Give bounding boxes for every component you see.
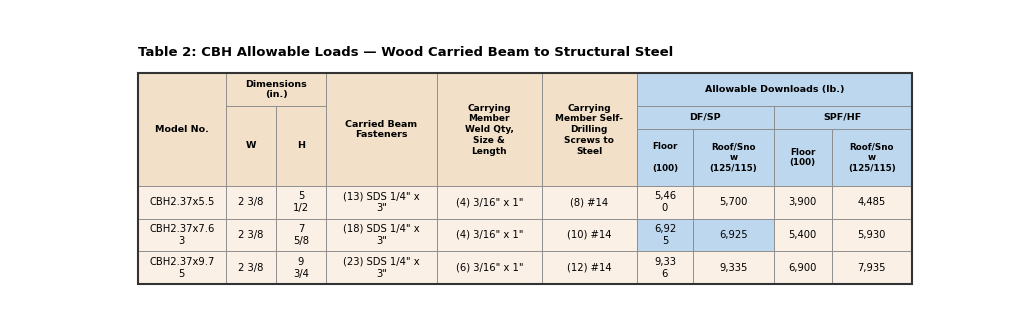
Text: 5
1/2: 5 1/2 (293, 191, 309, 213)
Text: 7,935: 7,935 (857, 263, 886, 273)
Text: CBH2.37x9.7
5: CBH2.37x9.7 5 (150, 257, 214, 279)
Text: CBH2.37x7.6
3: CBH2.37x7.6 3 (150, 224, 214, 246)
Text: SPF/HF: SPF/HF (823, 113, 862, 122)
Text: 5,400: 5,400 (788, 230, 817, 240)
Text: 6,900: 6,900 (788, 263, 817, 273)
Text: 6,925: 6,925 (719, 230, 748, 240)
Bar (226, 106, 276, 186)
Bar (831, 251, 912, 284)
Text: 4,485: 4,485 (858, 197, 886, 207)
Text: CBH2.37x5.5: CBH2.37x5.5 (150, 197, 214, 207)
Text: 5,700: 5,700 (719, 197, 748, 207)
Text: Floor

(100): Floor (100) (652, 142, 678, 173)
Bar (226, 251, 276, 284)
Bar (637, 186, 693, 219)
Bar (137, 73, 226, 186)
Bar (226, 219, 276, 251)
Text: (8) #14: (8) #14 (570, 197, 608, 207)
Text: Floor
(100): Floor (100) (790, 148, 816, 167)
Text: W: W (246, 142, 256, 150)
Text: Table 2: CBH Allowable Loads — Wood Carried Beam to Structural Steel: Table 2: CBH Allowable Loads — Wood Carr… (137, 45, 673, 59)
Text: Model No.: Model No. (155, 125, 209, 134)
Bar (831, 219, 912, 251)
Text: Dimensions
(in.): Dimensions (in.) (245, 80, 307, 99)
Text: 2 3/8: 2 3/8 (239, 263, 264, 273)
Bar (326, 186, 437, 219)
Text: H: H (297, 142, 305, 150)
Bar (542, 73, 637, 186)
Text: (6) 3/16" x 1": (6) 3/16" x 1" (456, 263, 523, 273)
Text: 6,92
5: 6,92 5 (653, 224, 676, 246)
Bar (326, 73, 437, 186)
Bar (137, 251, 226, 284)
Text: Carrying
Member
Weld Qty,
Size &
Length: Carrying Member Weld Qty, Size & Length (465, 104, 514, 156)
Text: 9,33
6: 9,33 6 (654, 257, 676, 279)
Text: (13) SDS 1/4" x
3": (13) SDS 1/4" x 3" (343, 191, 420, 213)
Text: 9
3/4: 9 3/4 (293, 257, 309, 279)
Text: 5,46
0: 5,46 0 (654, 191, 676, 213)
Bar (542, 219, 637, 251)
Bar (326, 219, 437, 251)
Bar (773, 129, 831, 186)
Bar (437, 186, 542, 219)
Bar (542, 251, 637, 284)
Text: (12) #14: (12) #14 (567, 263, 611, 273)
Text: (4) 3/16" x 1": (4) 3/16" x 1" (456, 197, 523, 207)
Bar (542, 186, 637, 219)
Bar (437, 251, 542, 284)
Text: DF/SP: DF/SP (689, 113, 721, 122)
Bar (137, 73, 912, 284)
Bar (437, 219, 542, 251)
Text: (18) SDS 1/4" x
3": (18) SDS 1/4" x 3" (343, 224, 420, 246)
Bar (773, 186, 831, 219)
Bar (637, 106, 773, 129)
Text: 9,335: 9,335 (719, 263, 748, 273)
Bar (137, 186, 226, 219)
Text: 2 3/8: 2 3/8 (239, 197, 264, 207)
Text: (23) SDS 1/4" x
3": (23) SDS 1/4" x 3" (343, 257, 420, 279)
Bar (693, 186, 773, 219)
Bar (276, 219, 326, 251)
Bar (437, 73, 542, 186)
Bar (773, 219, 831, 251)
Text: Carried Beam
Fasteners: Carried Beam Fasteners (345, 120, 418, 140)
Text: 7
5/8: 7 5/8 (293, 224, 309, 246)
Bar (637, 251, 693, 284)
Text: 3,900: 3,900 (788, 197, 817, 207)
Bar (773, 106, 912, 129)
Bar (637, 219, 693, 251)
Bar (693, 251, 773, 284)
Bar (831, 129, 912, 186)
Bar (831, 186, 912, 219)
Bar (637, 129, 693, 186)
Text: (4) 3/16" x 1": (4) 3/16" x 1" (456, 230, 523, 240)
Bar (773, 251, 831, 284)
Text: Roof/Sno
w
(125/115): Roof/Sno w (125/115) (710, 142, 757, 173)
Bar (693, 129, 773, 186)
Text: Allowable Downloads (lb.): Allowable Downloads (lb.) (705, 85, 844, 94)
Text: Carrying
Member Self-
Drilling
Screws to
Steel: Carrying Member Self- Drilling Screws to… (555, 104, 624, 156)
Bar (226, 73, 326, 106)
Text: Roof/Sno
w
(125/115): Roof/Sno w (125/115) (848, 142, 896, 173)
Bar (276, 251, 326, 284)
Bar (326, 251, 437, 284)
Bar (137, 219, 226, 251)
Text: 2 3/8: 2 3/8 (239, 230, 264, 240)
Text: 5,930: 5,930 (858, 230, 886, 240)
Bar (276, 186, 326, 219)
Bar (276, 106, 326, 186)
Bar (693, 219, 773, 251)
Bar (637, 73, 912, 106)
Bar (226, 186, 276, 219)
Text: (10) #14: (10) #14 (567, 230, 611, 240)
